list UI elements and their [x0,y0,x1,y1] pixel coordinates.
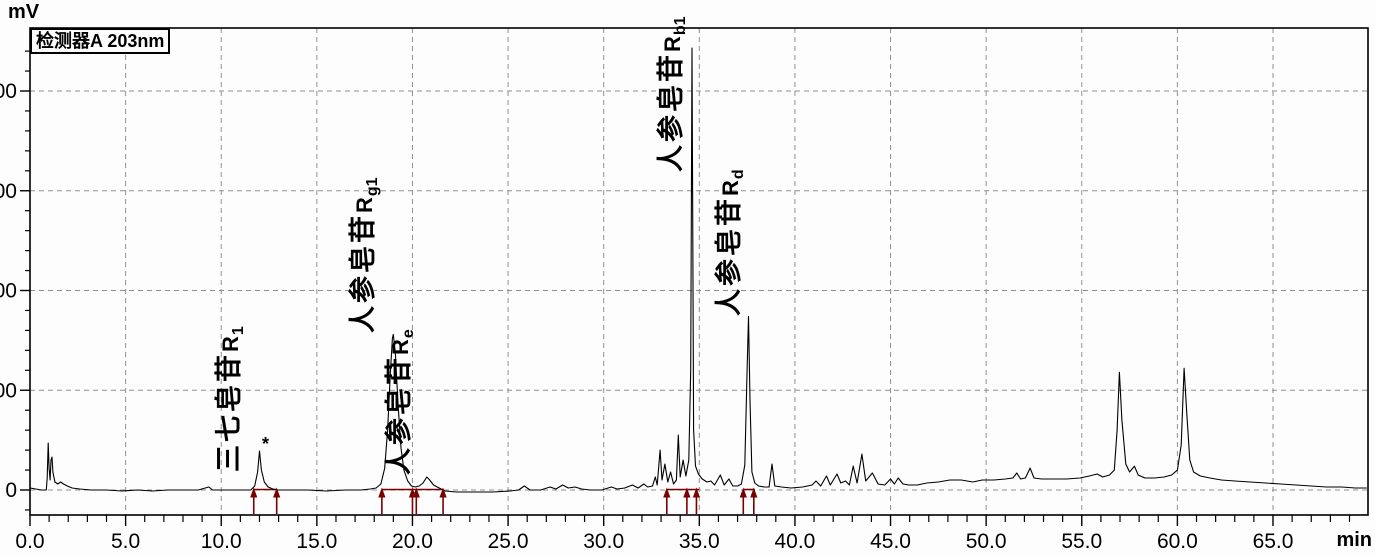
x-tick-label: 65.0 [1253,530,1294,553]
integration-arrow-head [439,487,447,498]
peak-label-sub: d [730,169,747,180]
y-tick-label: 200 [0,280,17,303]
y-axis-unit-label: mV [8,1,40,23]
peak-label-r: R [218,335,243,352]
x-tick-label: 0.0 [15,530,44,553]
peak-label-sub: g1 [364,177,381,197]
integration-arrow-head [739,487,747,498]
peak-label-ginsenoside-Rg1: 人参皂苷Rg1 [348,177,381,333]
integration-arrow-head [250,487,258,498]
integration-arrow-head [692,487,701,498]
integration-arrow-head [273,487,281,498]
x-axis-unit-label: min [1336,529,1372,551]
peak-label-r: R [388,338,413,355]
x-tick-label: 20.0 [392,530,433,553]
peak-label-text: 人参皂苷 [348,213,378,333]
x-tick-label: 15.0 [296,530,337,553]
x-tick-label: 25.0 [488,530,529,553]
peak-label-sub: 1 [230,326,247,336]
y-tick-label: 300 [0,180,17,203]
peak-label-r: R [660,35,685,52]
peak-label-text: 人参皂苷 [384,355,414,475]
x-tick-label: 30.0 [583,530,624,553]
peak-label-ginsenoside-Re: 人参皂苷Re [384,329,417,475]
peak-label-ginsenoside-Rb1: 人参皂苷Rb1 [656,16,689,172]
peak-label-text: 三七皂苷 [214,352,244,472]
x-tick-label: 10.0 [201,530,242,553]
x-tick-label: 55.0 [1061,530,1102,553]
peak-asterisk-annotation: * [262,434,270,454]
x-tick-label: 35.0 [679,530,720,553]
x-tick-label: 45.0 [870,530,911,553]
integration-arrow-head [663,487,671,498]
detector-wavelength-badge: 检测器A 203nm [30,28,171,54]
x-tick-label: 50.0 [966,530,1007,553]
peak-label-sub: e [400,329,417,339]
y-tick-label: 400 [0,80,17,103]
integration-arrow-head [683,487,691,498]
integration-arrow-head [412,487,420,498]
peak-label-text: 人参皂苷 [656,52,686,172]
x-tick-label: 60.0 [1157,530,1198,553]
peak-label-text: 人参皂苷 [714,196,744,316]
peak-label-notoginsenoside-R1: 三七皂苷R1 [214,326,247,472]
y-tick-label: 0 [5,479,17,502]
x-tick-label: 5.0 [111,530,140,553]
integration-arrow-head [750,487,758,498]
x-tick-label: 40.0 [774,530,815,553]
peak-label-r: R [718,179,743,196]
peak-label-r: R [352,196,377,213]
peak-label-sub: b1 [672,16,689,36]
signal-trace [29,47,1367,493]
integration-arrow-head [378,487,386,498]
y-tick-label: 100 [0,379,17,402]
peak-label-ginsenoside-Rd: 人参皂苷Rd [714,169,747,316]
